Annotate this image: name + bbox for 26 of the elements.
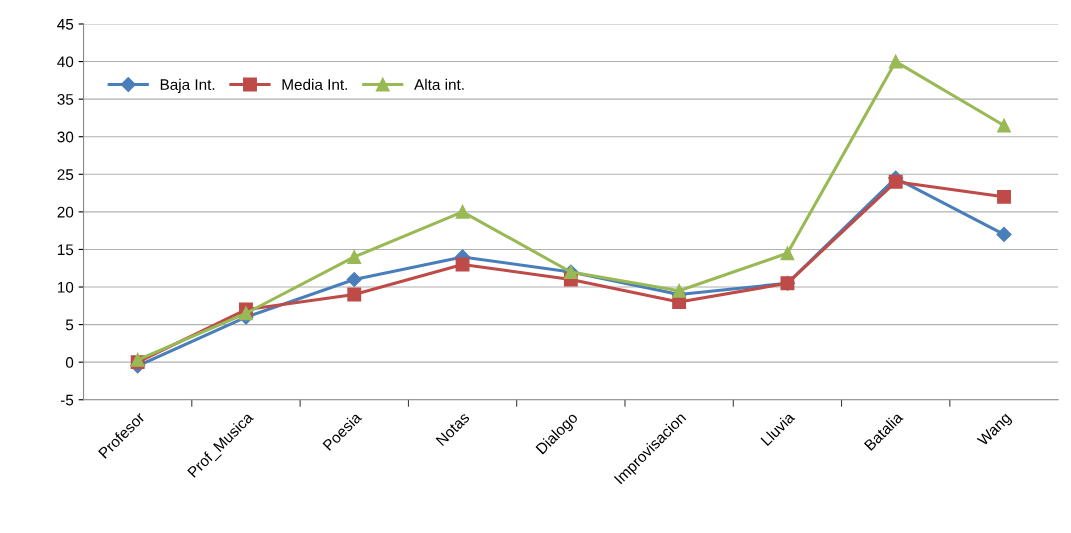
point [888, 174, 903, 189]
legend-label: Alta int. [414, 78, 464, 91]
point [347, 287, 362, 302]
point [997, 118, 1011, 133]
point [780, 246, 795, 261]
y-tick-label: 25 [57, 169, 74, 180]
point [455, 204, 470, 219]
point [347, 250, 362, 264]
point [346, 271, 362, 288]
y-tick-label: 45 [57, 19, 74, 30]
legend-label: Media Int. [282, 78, 347, 91]
legend-label: Baja Int. [160, 78, 215, 94]
point [997, 189, 1011, 204]
y-tick-label: 30 [57, 131, 74, 143]
y-tick-label: 35 [57, 94, 74, 105]
y-tick-label: 40 [57, 56, 74, 68]
point [996, 226, 1012, 242]
point [888, 54, 903, 69]
y-tick-label: 0 [65, 357, 74, 368]
point [239, 306, 253, 321]
y-tick-label: -5 [60, 394, 74, 406]
y-tick-label: 15 [57, 244, 74, 256]
y-tick-label: 5 [65, 319, 74, 331]
point [672, 283, 687, 298]
y-tick-label: 10 [57, 281, 74, 293]
y-tick-label: 20 [57, 206, 74, 218]
